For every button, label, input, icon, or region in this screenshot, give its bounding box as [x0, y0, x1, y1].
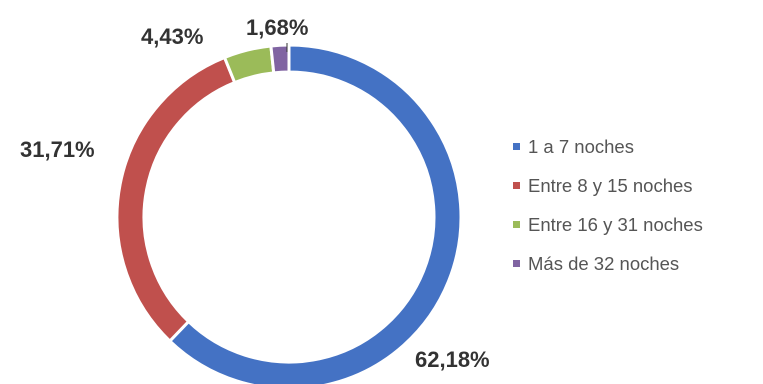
- legend-label-16-31: Entre 16 y 31 noches: [528, 213, 703, 235]
- legend: 1 a 7 noches Entre 8 y 15 noches Entre 1…: [513, 136, 703, 274]
- legend-swatch-16-31: [513, 221, 520, 228]
- legend-label-more-32: Más de 32 noches: [528, 252, 680, 274]
- legend-item-8-15: Entre 8 y 15 noches: [513, 175, 703, 196]
- legend-swatch-8-15: [513, 182, 520, 189]
- legend-swatch-more-32: [513, 260, 520, 267]
- legend-label-1-7: 1 a 7 noches: [528, 135, 634, 157]
- data-label-8-15: 31,71%: [20, 137, 95, 162]
- donut-slice-more-32: [269, 43, 291, 75]
- donut-slices: [115, 43, 463, 384]
- legend-swatch-1-7: [513, 143, 520, 150]
- legend-item-more-32: Más de 32 noches: [513, 253, 703, 274]
- donut-slice-1-7: [167, 43, 463, 384]
- data-label-16-31: 4,43%: [141, 24, 203, 49]
- donut-slice-16-31: [222, 44, 276, 85]
- data-label-1-7: 62,18%: [415, 347, 490, 372]
- legend-item-16-31: Entre 16 y 31 noches: [513, 214, 703, 235]
- legend-item-1-7: 1 a 7 noches: [513, 136, 703, 157]
- donut-slice-8-15: [115, 55, 237, 344]
- data-label-more-32: 1,68%: [246, 15, 308, 40]
- legend-label-8-15: Entre 8 y 15 noches: [528, 174, 693, 196]
